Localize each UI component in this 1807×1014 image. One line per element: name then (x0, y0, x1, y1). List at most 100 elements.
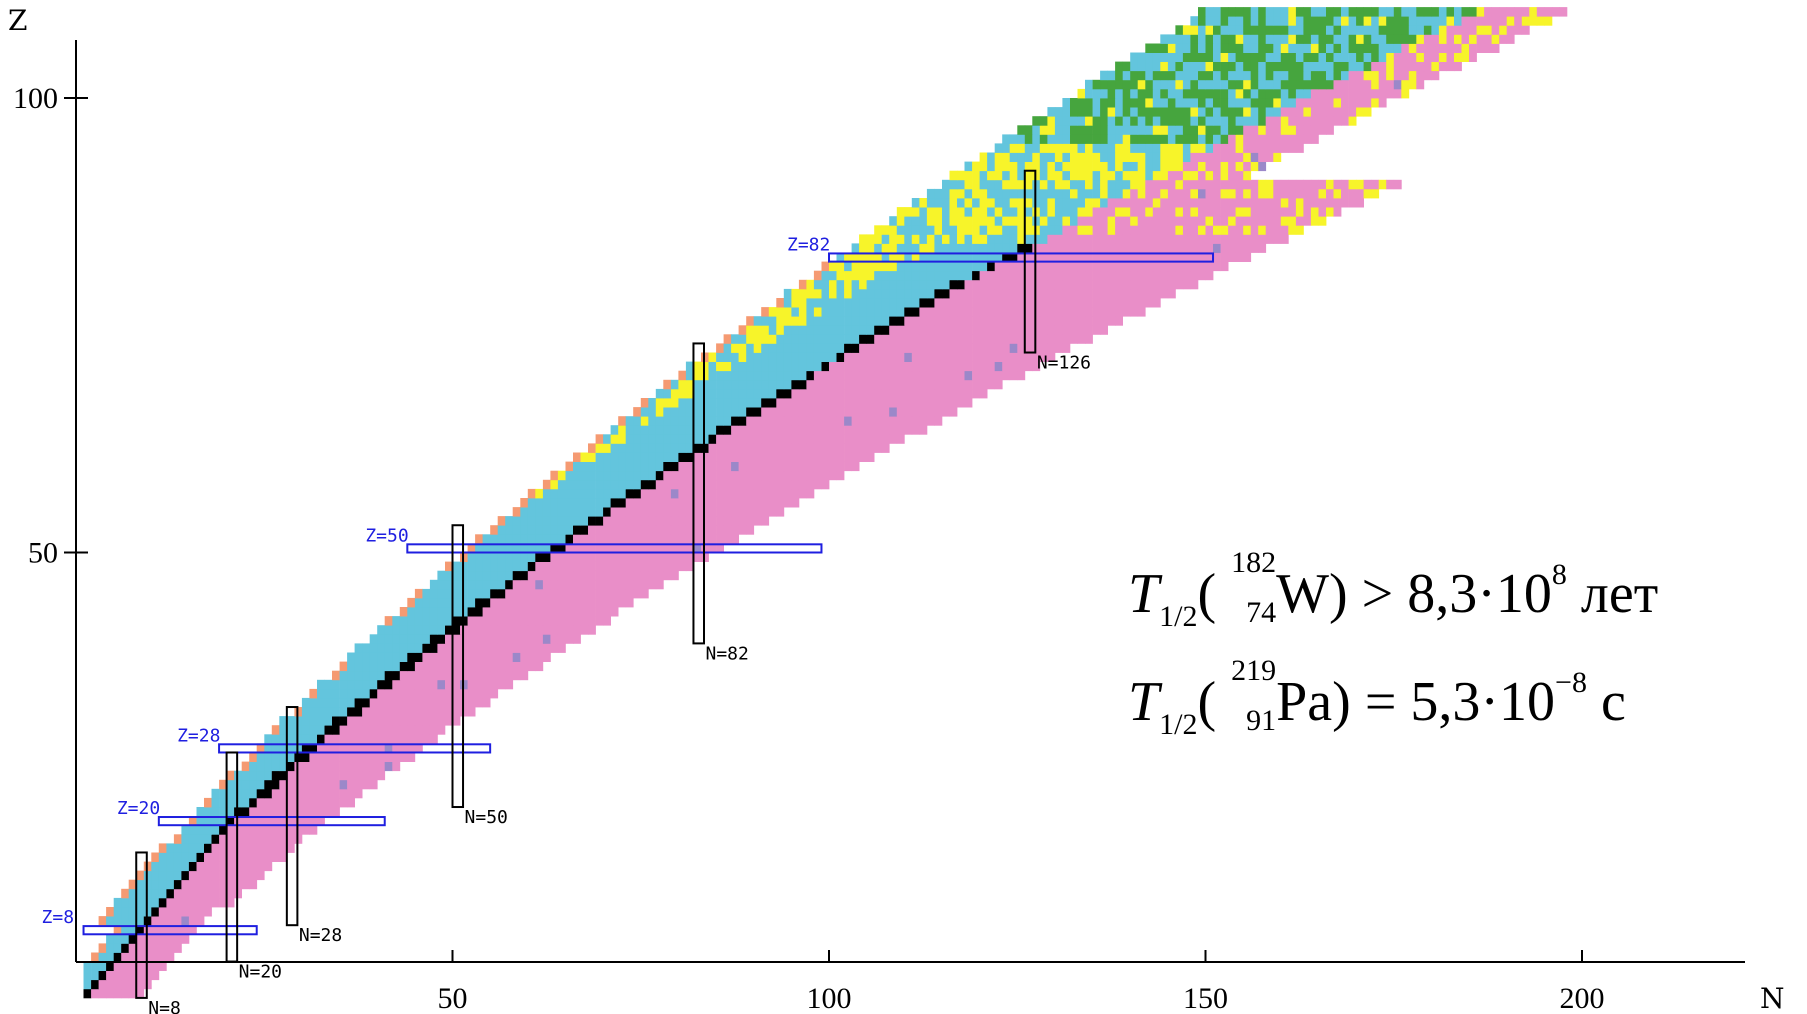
nuclide-cell (542, 488, 551, 499)
nuclide-cell (332, 679, 340, 690)
nuclide-cell (1348, 188, 1357, 199)
nuclide-cell (987, 316, 995, 326)
nuclide-cell (271, 852, 280, 862)
nuclide-cell (1265, 125, 1274, 135)
nuclide-cell (1326, 43, 1334, 53)
nuclide-cell (791, 398, 800, 408)
nuclide-cell (301, 734, 310, 744)
nuclide-cell (1288, 207, 1297, 217)
nuclide-cell (768, 507, 777, 517)
nuclide-cell (881, 325, 890, 335)
nuclide-cell (106, 916, 114, 926)
nuclide-cell (158, 916, 167, 926)
nuclide-cell (98, 952, 107, 962)
nuclide-cell (821, 443, 830, 453)
nuclide-cell (791, 407, 800, 417)
nuclide-cell (437, 616, 446, 626)
nuclide-cell (640, 416, 649, 426)
nuclide-cell (241, 843, 250, 853)
nuclide-cell (573, 588, 581, 599)
nuclide-cell (1002, 288, 1011, 299)
nuclide-cell (1160, 188, 1169, 199)
nuclide-cell (1039, 307, 1048, 317)
nuclide-cell (881, 425, 890, 435)
nuclide-cell (753, 416, 762, 426)
nuclide-cell (505, 561, 514, 572)
nuclide-cell (972, 370, 980, 381)
nuclide-cell (166, 925, 175, 935)
nuclide-cell (1122, 170, 1131, 181)
nuclide-cell (1288, 7, 1297, 17)
nuclide-cell (1145, 243, 1154, 253)
nuclide-cell (1115, 107, 1123, 117)
nuclide-cell (437, 679, 446, 690)
nuclide-cell (836, 288, 845, 299)
nuclide-cell (1326, 188, 1334, 199)
nuclide-cell (573, 625, 581, 635)
nuclide-cell (445, 579, 453, 590)
nuclide-cell (640, 479, 649, 490)
nuclide-cell (791, 434, 800, 444)
nuclide-cell (1160, 98, 1169, 108)
nuclide-cell (994, 161, 1003, 172)
nuclide-cell (1100, 70, 1108, 81)
nuclide-cell (128, 961, 137, 971)
nuclide-cell (226, 770, 235, 781)
nuclide-cell (633, 434, 642, 444)
nuclide-cell (384, 661, 393, 672)
nuclide-cell (1160, 152, 1169, 162)
nuclide-cell (542, 561, 551, 572)
nuclide-cell (1092, 188, 1101, 199)
nuclide-cell (1130, 225, 1139, 235)
nuclide-cell (768, 316, 777, 326)
nuclide-cell (1273, 143, 1282, 153)
nuclide-cell (505, 625, 514, 635)
nuclide-cell (1182, 116, 1191, 126)
nuclide-cell (1213, 43, 1221, 53)
nuclide-cell (1378, 43, 1387, 53)
nuclide-cell (83, 961, 92, 971)
nuclide-cell (1085, 116, 1093, 126)
nuclide-cell (1002, 188, 1011, 199)
nuclide-cell (1326, 116, 1334, 126)
nuclide-cell (844, 388, 852, 399)
nuclide-cell (746, 525, 755, 535)
nuclide-cell (859, 234, 867, 244)
nuclide-cell (716, 543, 724, 553)
nuclide-cell (746, 334, 755, 344)
nuclide-cell (934, 352, 943, 362)
nuclide-cell (1446, 52, 1455, 62)
nuclide-cell (196, 907, 205, 917)
nuclide-cell (1190, 152, 1199, 162)
nuclide-cell (1085, 288, 1093, 299)
nuclide-cell (1002, 316, 1011, 326)
nuclide-cell (158, 943, 167, 953)
nuclide-cell (181, 861, 190, 872)
nuclide-cell (204, 834, 212, 844)
nuclide-cell (896, 379, 905, 390)
nuclide-cell (776, 443, 785, 453)
nuclide-cell (813, 388, 822, 399)
nuclide-cell (339, 734, 348, 744)
nuclide-cell (1401, 79, 1410, 90)
nuclide-cell (829, 388, 837, 399)
nuclide-cell (497, 679, 506, 690)
nuclide-cell (535, 525, 544, 535)
nuclide-cell (964, 179, 973, 190)
nuclide-cell (512, 543, 521, 553)
nuclide-cell (994, 288, 1003, 299)
nuclide-cell (422, 688, 431, 699)
nuclide-cell (309, 788, 318, 799)
nuclide-cell (301, 697, 310, 708)
nuclide-cell (384, 625, 393, 635)
nuclide-cell (98, 988, 107, 999)
nuclide-cell (1167, 134, 1176, 144)
nuclide-cell (1250, 143, 1259, 153)
nuclide-cell (723, 470, 732, 481)
nuclide-cell (618, 434, 627, 444)
nuclide-cell (1024, 334, 1033, 344)
nuclide-cell (798, 361, 807, 372)
nuclide-cell (618, 425, 627, 435)
nuclide-cell (806, 298, 815, 308)
nuclide-cell (467, 670, 476, 681)
